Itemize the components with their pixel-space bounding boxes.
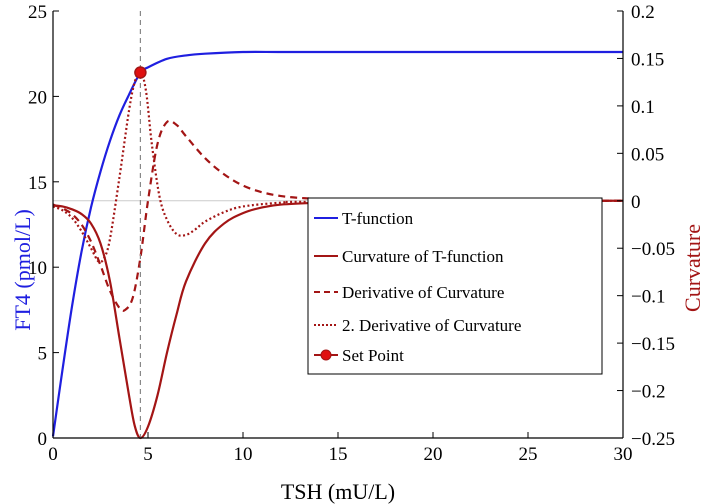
x-tick-label: 25: [519, 444, 538, 465]
x-tick-label: 0: [48, 444, 58, 465]
right-y-axis-title: Curvature: [680, 224, 705, 312]
left-y-tick-label: 5: [38, 344, 48, 365]
x-tick-label: 30: [614, 444, 633, 465]
left-y-tick-label: 20: [28, 87, 47, 108]
right-y-tick-label: −0.05: [631, 239, 675, 260]
legend-label-second-derivative: 2. Derivative of Curvature: [342, 316, 521, 335]
series-t-function: [51, 50, 623, 437]
right-y-tick-label: −0.25: [631, 429, 675, 450]
set-point-marker: [134, 66, 147, 79]
x-tick-label: 10: [234, 444, 253, 465]
right-y-tick-label: −0.1: [631, 287, 665, 308]
right-y-tick-label: −0.15: [631, 334, 675, 355]
x-tick-label: 20: [424, 444, 443, 465]
legend-label-set-point: Set Point: [342, 346, 404, 365]
legend-label-t-function: T-function: [342, 209, 414, 228]
right-y-tick-label: 0.1: [631, 97, 655, 118]
legend-marker-set-point: [320, 349, 332, 361]
left-y-tick-label: 0: [38, 429, 48, 450]
left-y-tick-label: 25: [28, 2, 47, 23]
legend-entry-derivative: Derivative of Curvature: [314, 283, 504, 302]
series-derivative-of-curvature: [52, 119, 623, 312]
left-y-tick-label: 15: [28, 173, 47, 194]
legend-entry-second-derivative: 2. Derivative of Curvature: [314, 316, 521, 335]
legend: T-function Curvature of T-function Deriv…: [307, 197, 603, 375]
right-y-tick-label: 0.15: [631, 49, 664, 70]
right-y-tick-label: 0.05: [631, 144, 664, 165]
legend-label-curvature: Curvature of T-function: [342, 247, 504, 266]
x-tick-label: 5: [143, 444, 153, 465]
right-y-tick-label: 0.2: [631, 2, 655, 23]
legend-box: [307, 197, 603, 375]
right-y-tick-label: −0.2: [631, 382, 665, 403]
right-y-tick-label: 0: [631, 192, 641, 213]
marker-layer: [134, 66, 147, 79]
legend-label-derivative: Derivative of Curvature: [342, 283, 504, 302]
left-y-axis-title: FT4 (pmol/L): [10, 209, 35, 331]
ticks-layer: 0 5 10 15 20 25 30 0 5 10 15 20 25 −0.25 −0.2 −0.15 −0.1…: [28, 2, 675, 465]
legend-entry-t-function: T-function: [314, 209, 414, 228]
x-tick-label: 15: [329, 444, 348, 465]
legend-entry-curvature: Curvature of T-function: [314, 247, 504, 266]
x-axis-title: TSH (mU/L): [281, 479, 395, 504]
left-y-tick-label: 10: [28, 258, 47, 279]
legend-entry-set-point: Set Point: [314, 346, 404, 365]
